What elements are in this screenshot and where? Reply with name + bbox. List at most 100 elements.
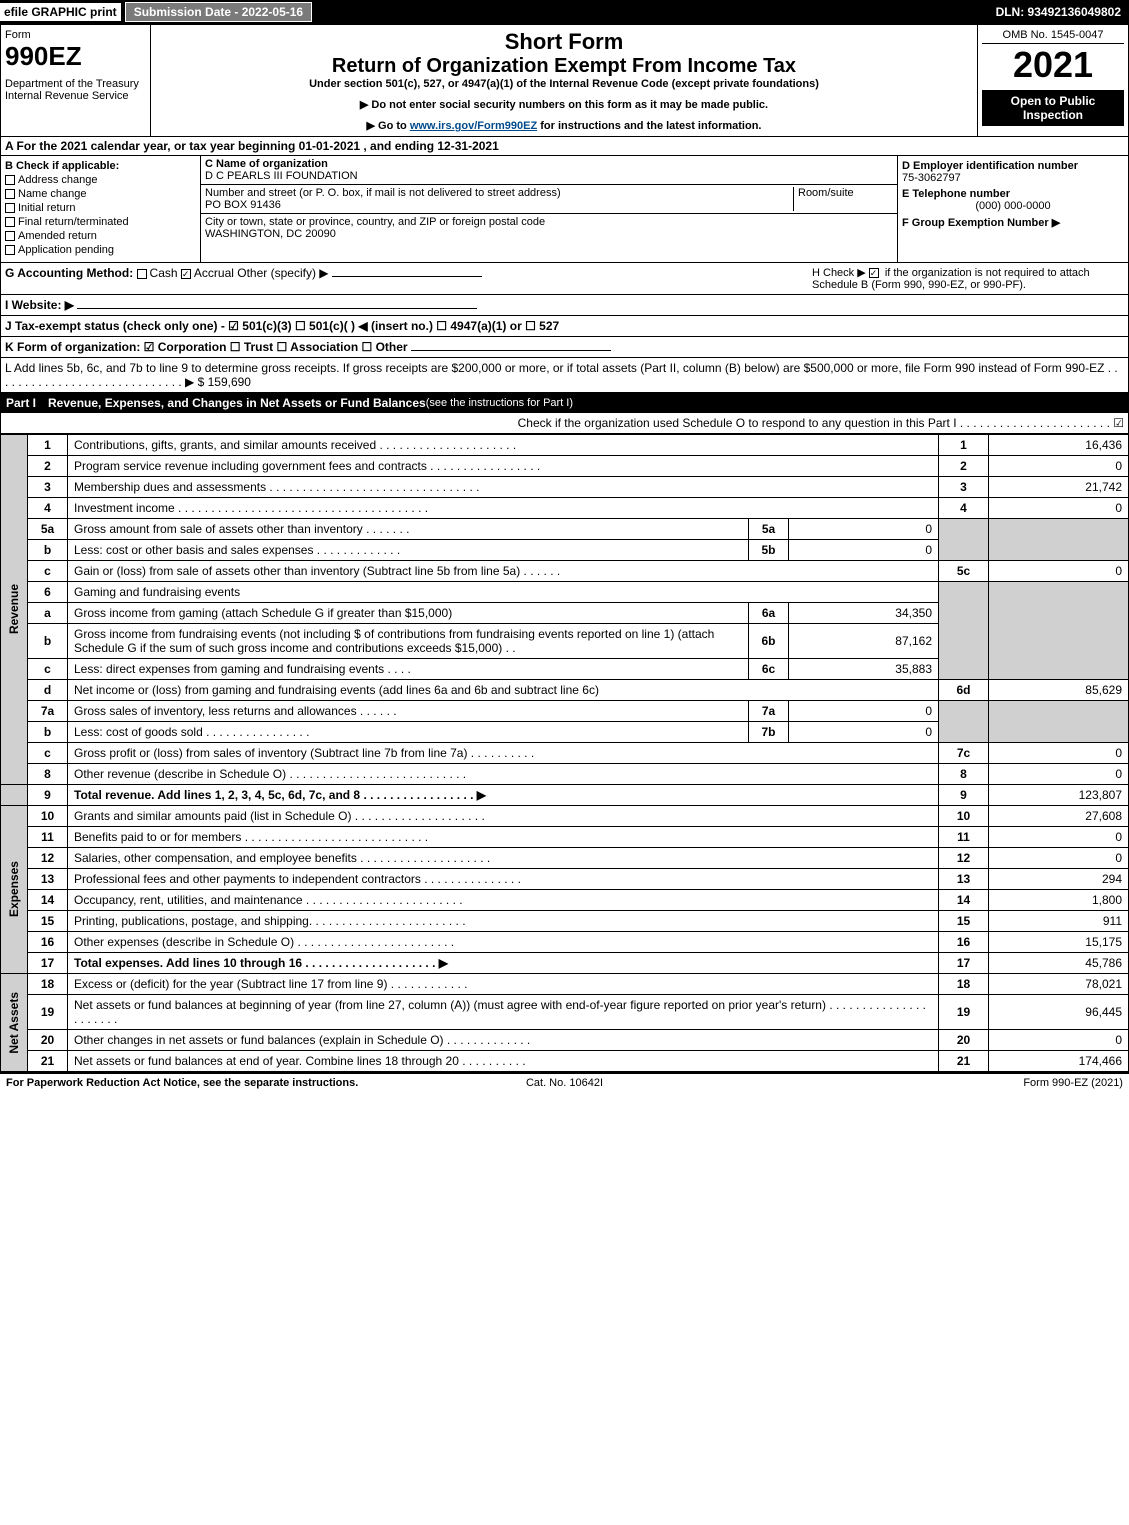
l7c-ln: 7c	[939, 743, 989, 764]
header-left: Form 990EZ Department of the Treasury In…	[1, 25, 151, 136]
l13-a: 294	[989, 869, 1129, 890]
l1-a: 16,436	[989, 435, 1129, 456]
part1-header: Part I Revenue, Expenses, and Changes in…	[0, 393, 1129, 413]
k-blank	[411, 350, 611, 351]
submission-date: Submission Date - 2022-05-16	[125, 2, 312, 22]
side-expenses: Expenses	[1, 806, 28, 974]
l20-n: 20	[28, 1030, 68, 1051]
l5c-a: 0	[989, 561, 1129, 582]
l8-ln: 8	[939, 764, 989, 785]
l18-n: 18	[28, 974, 68, 995]
gray-6a	[989, 582, 1129, 680]
l16-ln: 16	[939, 932, 989, 953]
l13-ln: 13	[939, 869, 989, 890]
l18-t: Excess or (deficit) for the year (Subtra…	[68, 974, 939, 995]
l10-t: Grants and similar amounts paid (list in…	[68, 806, 939, 827]
l16-a: 15,175	[989, 932, 1129, 953]
l6b-n: b	[28, 624, 68, 659]
l20-a: 0	[989, 1030, 1129, 1051]
l7c-t: Gross profit or (loss) from sales of inv…	[68, 743, 939, 764]
l14-n: 14	[28, 890, 68, 911]
other-label: Other (specify) ▶	[237, 266, 328, 280]
k-text: K Form of organization: ☑ Corporation ☐ …	[5, 340, 408, 354]
gray-7	[939, 701, 989, 743]
j-text: J Tax-exempt status (check only one) - ☑…	[5, 319, 559, 333]
city-label: City or town, state or province, country…	[205, 216, 893, 228]
l-text: L Add lines 5b, 6c, and 7b to line 9 to …	[5, 361, 1118, 389]
l5a-sa: 0	[789, 519, 939, 540]
l7a-n: 7a	[28, 701, 68, 722]
l17-a: 45,786	[989, 953, 1129, 974]
l17-n: 17	[28, 953, 68, 974]
chk-initial[interactable]: Initial return	[5, 202, 196, 214]
l18-a: 78,021	[989, 974, 1129, 995]
l19-t: Net assets or fund balances at beginning…	[68, 995, 939, 1030]
row-l: L Add lines 5b, 6c, and 7b to line 9 to …	[0, 358, 1129, 393]
dln-label: DLN: 93492136049802	[988, 3, 1129, 21]
l16-t: Other expenses (describe in Schedule O) …	[68, 932, 939, 953]
l21-t: Net assets or fund balances at end of ye…	[68, 1051, 939, 1072]
room-label: Room/suite	[798, 187, 893, 199]
l20-t: Other changes in net assets or fund bala…	[68, 1030, 939, 1051]
website-blank[interactable]	[77, 308, 477, 309]
l3-ln: 3	[939, 477, 989, 498]
gray-5	[939, 519, 989, 561]
chk-accrual[interactable]	[181, 269, 191, 279]
short-form-title: Short Form	[155, 29, 973, 55]
l5b-t: Less: cost or other basis and sales expe…	[68, 540, 749, 561]
form-word: Form	[5, 29, 146, 41]
l9-ln: 9	[939, 785, 989, 806]
l14-t: Occupancy, rent, utilities, and maintena…	[68, 890, 939, 911]
chk-amended[interactable]: Amended return	[5, 230, 196, 242]
l2-n: 2	[28, 456, 68, 477]
l15-a: 911	[989, 911, 1129, 932]
gray-5a	[989, 519, 1129, 561]
footer-center: Cat. No. 10642I	[378, 1077, 750, 1089]
row-i: I Website: ▶	[0, 295, 1129, 316]
l5c-ln: 5c	[939, 561, 989, 582]
l4-t: Investment income . . . . . . . . . . . …	[68, 498, 939, 519]
chk-h[interactable]	[869, 268, 879, 278]
l6a-n: a	[28, 603, 68, 624]
l6a-sa: 34,350	[789, 603, 939, 624]
l6c-t: Less: direct expenses from gaming and fu…	[68, 659, 749, 680]
l8-t: Other revenue (describe in Schedule O) .…	[68, 764, 939, 785]
l6-n: 6	[28, 582, 68, 603]
l13-n: 13	[28, 869, 68, 890]
chk-name[interactable]: Name change	[5, 188, 196, 200]
chk-cash[interactable]	[137, 269, 147, 279]
ein-label: D Employer identification number	[902, 160, 1124, 172]
part1-check: Check if the organization used Schedule …	[0, 413, 1129, 434]
other-blank[interactable]	[332, 276, 482, 277]
l6-t: Gaming and fundraising events	[68, 582, 939, 603]
header-note2: ▶ Go to www.irs.gov/Form990EZ for instru…	[155, 119, 973, 132]
gray-7a	[989, 701, 1129, 743]
chk-address[interactable]: Address change	[5, 174, 196, 186]
city-value: WASHINGTON, DC 20090	[205, 228, 893, 240]
l5b-n: b	[28, 540, 68, 561]
l9-t: Total revenue. Add lines 1, 2, 3, 4, 5c,…	[68, 785, 939, 806]
l10-a: 27,608	[989, 806, 1129, 827]
l12-ln: 12	[939, 848, 989, 869]
l6b-sl: 6b	[749, 624, 789, 659]
tel-label: E Telephone number	[902, 188, 1124, 200]
l7b-sl: 7b	[749, 722, 789, 743]
l5c-t: Gain or (loss) from sale of assets other…	[68, 561, 939, 582]
section-d: D Employer identification number 75-3062…	[898, 156, 1128, 262]
return-title: Return of Organization Exempt From Incom…	[155, 55, 973, 78]
chk-final[interactable]: Final return/terminated	[5, 216, 196, 228]
l11-ln: 11	[939, 827, 989, 848]
header-note1: ▶ Do not enter social security numbers o…	[155, 98, 973, 111]
side-blank1	[1, 785, 28, 806]
l17-t: Total expenses. Add lines 10 through 16 …	[68, 953, 939, 974]
l7c-a: 0	[989, 743, 1129, 764]
l12-n: 12	[28, 848, 68, 869]
l2-t: Program service revenue including govern…	[68, 456, 939, 477]
l1-n: 1	[28, 435, 68, 456]
l4-n: 4	[28, 498, 68, 519]
part1-num: Part I	[6, 396, 36, 410]
l10-n: 10	[28, 806, 68, 827]
chk-pending[interactable]: Application pending	[5, 244, 196, 256]
irs-link[interactable]: www.irs.gov/Form990EZ	[410, 120, 537, 132]
h-pre: H Check ▶	[812, 267, 869, 279]
